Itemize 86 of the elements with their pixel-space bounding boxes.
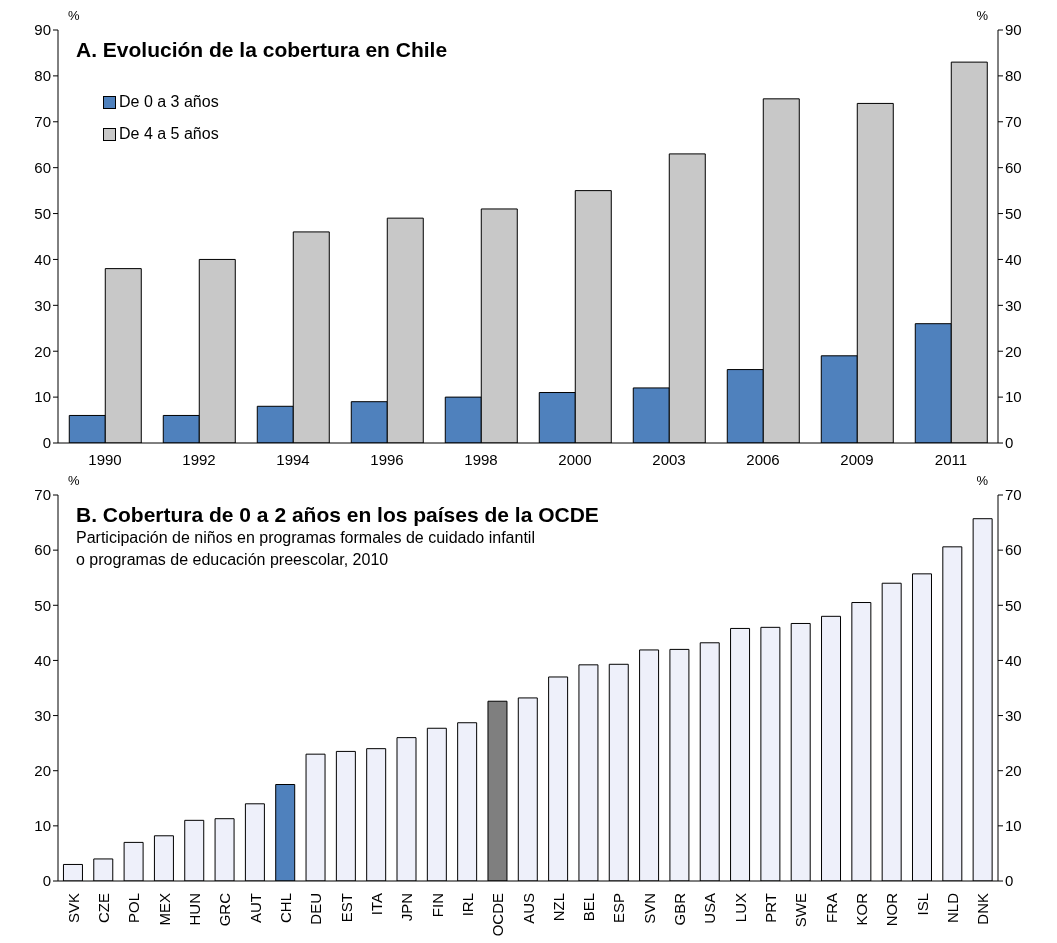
y-axis-title: % [68,8,80,23]
y2-tick-label: 70 [1005,486,1022,504]
x-tick-label: KOR [853,892,871,926]
x-tick-label: MEX [155,893,173,926]
y2-axis-title: % [976,473,988,488]
x-tick-label: HUN [185,893,203,926]
x-tick-label: NLD [944,892,962,924]
x-tick-label: 2000 [558,451,592,468]
text: Participación de niños en programas formales de cuidado infantil o programas de educación preescolar, 2010 [76,528,536,570]
x-tick-label: BEL [580,893,598,922]
x-tick-label: SWE [792,893,810,928]
y2-tick-label: 20 [1005,762,1022,780]
x-tick-label: DNK [974,893,992,925]
y2-tick-label: 60 [1005,541,1022,559]
y2-tick-label: 10 [1005,817,1022,835]
y2-tick-label: 50 [1005,596,1022,614]
x-tick-label: OCDE [489,893,507,937]
x-tick-label: NZL [549,893,567,922]
y-tick-label: 60 [34,541,51,559]
legend-label: De 0 a 3 años [119,93,219,111]
y2-tick-label: 90 [1005,21,1022,39]
y2-tick-label: 0 [1005,434,1014,452]
x-tick-label: FIN [428,893,446,918]
y2-tick-label: 60 [1005,158,1022,176]
x-tick-label: IRL [458,893,476,917]
y-tick-label: 50 [34,204,51,222]
y-tick-label: 10 [34,817,51,835]
x-tick-label: JPN [398,893,416,922]
x-tick-label: ITA [367,893,385,916]
y2-tick-label: 80 [1005,67,1022,85]
chart-title: B. Cobertura de 0 a 2 años en los países de la OCDE [76,503,599,527]
y-tick-label: 20 [34,762,51,780]
y-tick-label: 40 [34,651,51,669]
y-tick-label: 50 [34,596,51,614]
x-tick-label: DEU [307,893,325,925]
x-tick-label: CHL [276,893,294,924]
x-tick-label: AUS [519,893,537,924]
y-tick-label: 40 [34,250,51,268]
legend-label: De 4 a 5 años [119,125,219,143]
y2-axis-title: % [976,8,988,23]
y2-tick-label: 40 [1005,651,1022,669]
y-tick-label: 90 [34,21,51,39]
x-tick-label: POL [125,893,143,924]
y2-tick-label: 30 [1005,296,1022,314]
x-tick-label: 2009 [840,451,874,468]
x-tick-label: 2006 [746,451,780,468]
y2-tick-label: 40 [1005,250,1022,268]
x-tick-label: GRC [216,892,234,927]
y-tick-label: 80 [34,67,51,85]
x-tick-label: CZE [94,893,112,923]
x-tick-label: 2003 [652,451,686,468]
chart-title: A. Evolución de la cobertura en Chile [76,38,448,62]
x-tick-label: 1990 [88,451,122,468]
x-tick-label: 1992 [182,451,216,468]
y-tick-label: 0 [42,434,51,452]
y-tick-label: 20 [34,342,51,360]
y-tick-label: 30 [34,296,51,314]
y2-tick-label: 50 [1005,204,1022,222]
y-tick-label: 0 [42,872,51,890]
x-tick-label: LUX [731,893,749,923]
x-tick-label: GBR [671,892,689,926]
x-tick-label: 1996 [370,451,404,468]
x-tick-label: NOR [883,892,901,927]
y2-tick-label: 0 [1005,872,1014,890]
y2-tick-label: 70 [1005,113,1022,131]
y-tick-label: 70 [34,113,51,131]
y-tick-label: 30 [34,706,51,724]
x-tick-label: SVN [640,893,658,924]
y-axis-title: % [68,473,80,488]
x-tick-label: USA [701,893,719,924]
x-tick-label: ISL [913,893,931,916]
x-tick-label: ESP [610,893,628,924]
y-tick-label: 70 [34,486,51,504]
x-tick-label: EST [337,893,355,923]
x-tick-label: 2011 [934,451,968,468]
y2-tick-label: 10 [1005,388,1022,406]
x-tick-label: PRT [762,893,780,923]
y2-tick-label: 30 [1005,706,1022,724]
y-tick-label: 60 [34,158,51,176]
y2-tick-label: 20 [1005,342,1022,360]
x-tick-label: 1998 [464,451,498,468]
x-tick-label: FRA [822,893,840,923]
x-tick-label: 1994 [276,451,310,468]
x-tick-label: AUT [246,893,264,923]
x-tick-label: SVK [64,893,82,924]
y-tick-label: 10 [34,388,51,406]
